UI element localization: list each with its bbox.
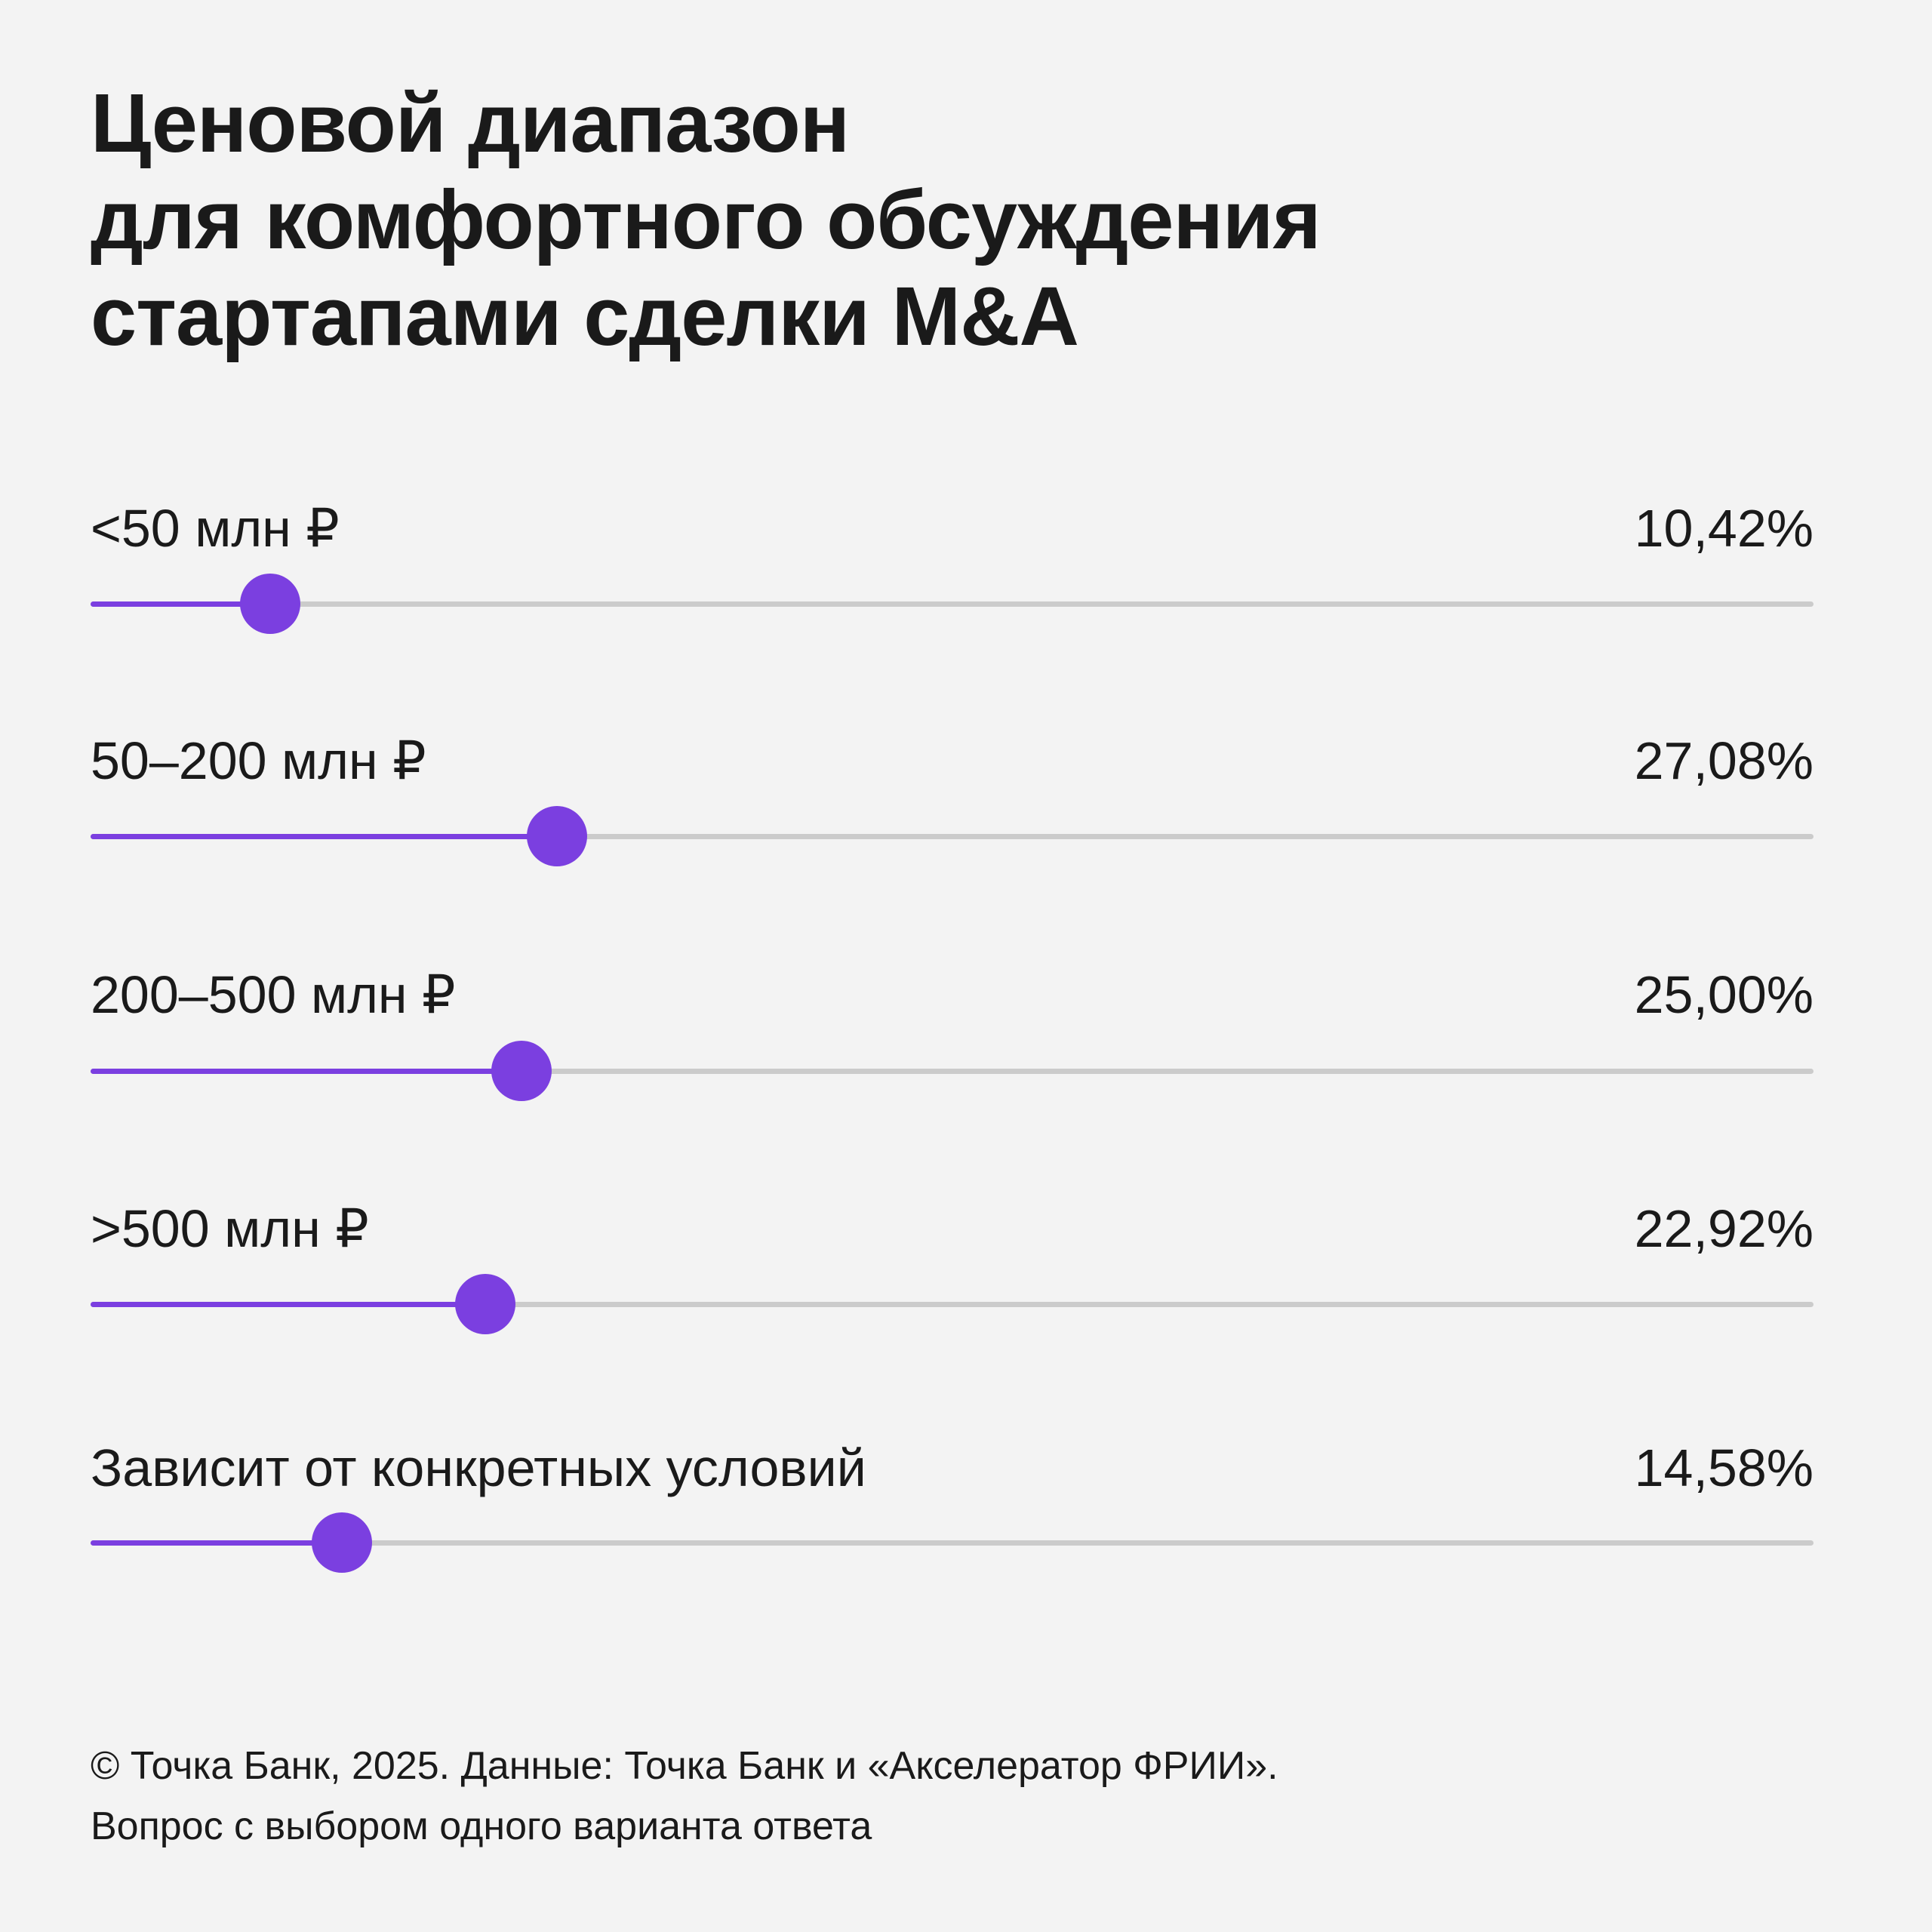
- bar-track: [91, 1041, 1814, 1101]
- chart-title-line-3: стартапами сделки M&A: [91, 270, 1079, 363]
- category-label: >500 млн ₽: [91, 1199, 369, 1258]
- footer-source: © Точка Банк, 2025. Данные: Точка Банк и…: [91, 1744, 1278, 1788]
- bar-fill: [91, 1302, 486, 1307]
- footer-note: © Точка Банк, 2025. Данные: Точка Банк и…: [91, 1736, 1278, 1857]
- category-label: <50 млн ₽: [91, 499, 340, 558]
- category-label: Зависит от конкретных условий: [91, 1438, 866, 1497]
- bar-track: [91, 1274, 1814, 1334]
- value-label: 10,42%: [1634, 499, 1814, 558]
- value-label: 14,58%: [1634, 1438, 1814, 1497]
- bar-marker: [527, 806, 588, 866]
- bar-fill: [91, 1069, 521, 1074]
- bar-track: [91, 806, 1814, 866]
- bar-fill: [91, 601, 270, 607]
- bar-fill: [91, 1540, 342, 1546]
- value-label: 22,92%: [1634, 1199, 1814, 1258]
- value-label: 25,00%: [1634, 965, 1814, 1024]
- bar-marker: [491, 1041, 552, 1101]
- category-label: 200–500 млн ₽: [91, 965, 456, 1024]
- bar-track: [91, 1512, 1814, 1573]
- bar-fill: [91, 834, 558, 839]
- footer-question-type: Вопрос с выбором одного варианта ответа: [91, 1804, 872, 1848]
- bar-marker: [311, 1512, 372, 1573]
- chart-title-line-1: Ценовой диапазон: [91, 77, 850, 170]
- chart-title: Ценовой диапазон для комфортного обсужде…: [91, 75, 1751, 365]
- bar-marker: [455, 1274, 516, 1334]
- value-label: 27,08%: [1634, 731, 1814, 790]
- chart-title-line-2: для комфортного обсуждения: [91, 174, 1321, 266]
- bar-marker: [239, 574, 300, 634]
- bar-track: [91, 574, 1814, 634]
- category-label: 50–200 млн ₽: [91, 731, 426, 790]
